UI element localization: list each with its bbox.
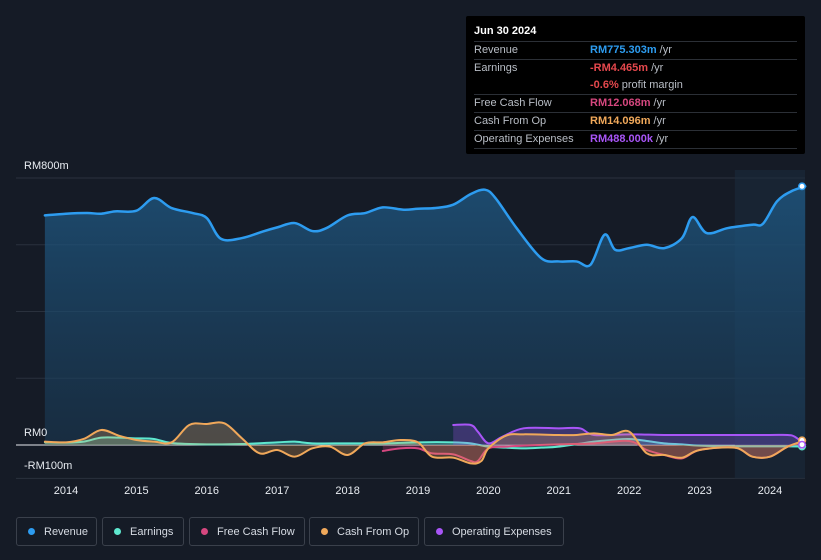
tooltip-label: Revenue [474,44,519,56]
tooltip-row-earnings: Earnings -RM4.465m /yr [474,60,797,77]
legend-dot-icon [114,528,121,535]
x-tick-label: 2022 [616,485,642,497]
tooltip-label: Operating Expenses [474,133,574,145]
tooltip-value: RM775.303m [590,44,657,56]
legend-label: Earnings [130,525,174,538]
legend-dot-icon [201,528,208,535]
tooltip-suffix: profit margin [621,79,683,91]
x-tick-label: 2016 [194,485,220,497]
x-tick-label: 2014 [53,485,79,497]
free-cash-flow-area [382,440,806,463]
tooltip-row-opex: Operating Expenses RM488.000k /yr [474,131,797,149]
tooltip-row-revenue: Revenue RM775.303m /yr [474,42,797,60]
x-tick-label: 2019 [405,485,431,497]
operating-expenses-line [452,423,807,446]
x-tick-label: 2020 [476,485,501,497]
legend-label: Cash From Op [337,525,410,538]
tooltip-suffix: /yr [659,44,672,56]
cash-from-op-line [43,421,807,465]
legend-label: Revenue [44,525,89,538]
tooltip: Jun 30 2024 Revenue RM775.303m /yr Earni… [466,16,805,154]
legend-cash-from-op[interactable]: Cash From Op [309,517,419,546]
legend-dot-icon [321,528,328,535]
tooltip-value: RM14.096m [590,115,651,127]
legend-free-cash-flow[interactable]: Free Cash Flow [189,517,305,546]
tooltip-suffix: /yr [651,62,664,74]
y-label-top: RM800m [24,160,69,172]
x-tick-label: 2023 [687,485,712,497]
tooltip-label: Free Cash Flow [474,97,552,109]
revenue-area [44,186,806,445]
end-markers [798,182,806,451]
legend-operating-expenses[interactable]: Operating Expenses [424,517,564,546]
tooltip-row-fcf: Free Cash Flow RM12.068m /yr [474,95,797,113]
tooltip-value: -RM4.465m [590,62,649,74]
tooltip-suffix: /yr [653,97,666,109]
revenue-end-marker [798,182,806,191]
legend-dot-icon [28,528,35,535]
tooltip-row-margin: -0.6% profit margin [474,77,797,95]
x-tick-label: 2015 [124,485,149,497]
series-layer [43,185,807,465]
operating-expenses-end-marker [798,440,806,449]
legend-label: Free Cash Flow [217,525,295,538]
tooltip-row-cfo: Cash From Op RM14.096m /yr [474,113,797,131]
tooltip-value: RM488.000k [590,133,653,145]
x-tick-label: 2018 [335,485,360,497]
tooltip-date: Jun 30 2024 [474,23,797,42]
x-tick-label: 2024 [757,485,783,497]
tooltip-value: -0.6% [590,79,619,91]
revenue-line [43,185,807,268]
y-label-zero: RM0 [24,427,48,439]
legend-label: Operating Expenses [452,525,552,538]
tooltip-label [474,77,590,94]
earnings-line [43,436,807,450]
tooltip-label: Earnings [474,62,518,74]
legend-earnings[interactable]: Earnings [102,517,184,546]
legend-dot-icon [436,528,443,535]
legend-revenue[interactable]: Revenue [16,517,97,546]
x-tick-label: 2021 [546,485,572,497]
tooltip-label: Cash From Op [474,115,547,127]
tooltip-value: RM12.068m [590,97,651,109]
y-label-bottom: -RM100m [24,460,73,472]
tooltip-suffix: /yr [656,133,669,145]
tooltip-suffix: /yr [653,115,666,127]
x-tick-label: 2017 [264,485,290,497]
